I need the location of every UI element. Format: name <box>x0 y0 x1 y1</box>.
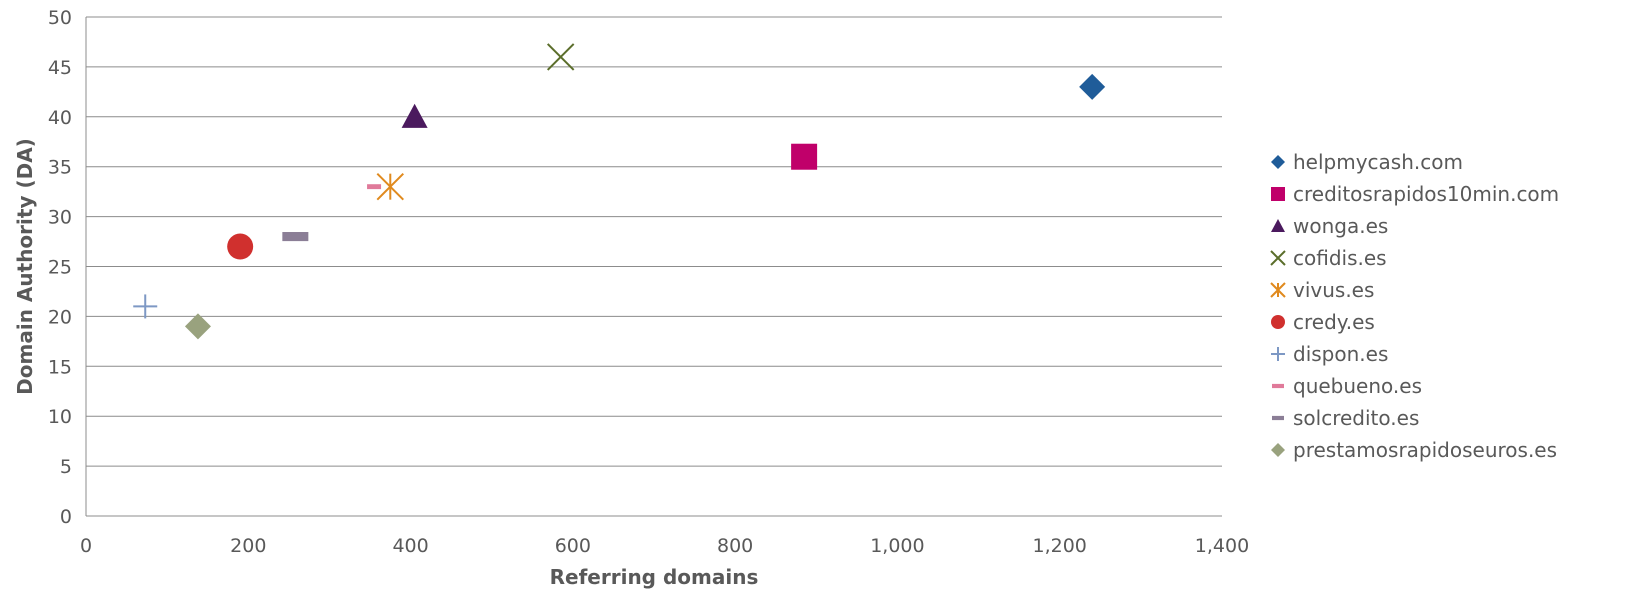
x-tick-label: 200 <box>230 535 266 557</box>
legend-label: quebueno.es <box>1293 374 1422 398</box>
legend-label: vivus.es <box>1293 278 1374 302</box>
y-tick-label: 0 <box>60 506 72 528</box>
legend-marker <box>1271 219 1285 232</box>
legend-item: helpmycash.com <box>1271 150 1463 174</box>
y-tick-label: 45 <box>48 57 72 79</box>
legend-marker <box>1271 315 1285 329</box>
legend-item: cofidis.es <box>1270 246 1387 270</box>
y-tick-label: 15 <box>48 356 72 378</box>
legend-label: solcredito.es <box>1293 406 1419 430</box>
legend-label: cofidis.es <box>1293 246 1387 270</box>
legend-marker <box>1272 415 1284 421</box>
x-tick-label: 800 <box>717 535 753 557</box>
legend-label: helpmycash.com <box>1293 150 1463 174</box>
legend-item: solcredito.es <box>1272 406 1419 430</box>
point-vivus-es <box>376 172 404 201</box>
x-tick-label: 1,400 <box>1195 535 1249 557</box>
legend-label: dispon.es <box>1293 342 1388 366</box>
y-axis-title: Domain Authority (DA) <box>13 138 37 395</box>
legend-item: prestamosrapidoseuros.es <box>1271 438 1557 462</box>
x-tick-label: 600 <box>555 535 591 557</box>
x-tick-label: 1,200 <box>1033 535 1087 557</box>
x-axis-title: Referring domains <box>550 565 759 589</box>
point-prestamosrapidoseuros-es <box>184 313 211 340</box>
point-dispon-es <box>133 294 158 319</box>
y-tick-label: 35 <box>48 157 72 179</box>
y-tick-label: 5 <box>60 456 72 478</box>
point-helpmycash-com <box>1079 73 1106 100</box>
legend-label: credy.es <box>1293 310 1375 334</box>
x-axis-ticks: 0 200 400 600 800 1,000 1,200 1,400 <box>80 535 1249 557</box>
point-creditosrapidos10min-com <box>791 143 818 170</box>
point-solcredito-es <box>282 232 309 242</box>
y-tick-label: 25 <box>48 257 72 279</box>
legend: helpmycash.com creditosrapidos10min.com wo… <box>1270 150 1559 462</box>
y-axis-ticks: 0 5 10 15 20 25 30 35 40 45 50 <box>48 7 72 528</box>
y-tick-label: 20 <box>48 306 72 328</box>
legend-label: prestamosrapidoseuros.es <box>1293 438 1557 462</box>
legend-marker <box>1271 443 1285 457</box>
legend-label: creditosrapidos10min.com <box>1293 182 1559 206</box>
legend-marker <box>1272 383 1284 389</box>
x-tick-label: 1,000 <box>870 535 924 557</box>
legend-marker <box>1270 250 1286 266</box>
legend-marker <box>1271 187 1285 201</box>
x-tick-label: 400 <box>392 535 428 557</box>
point-cofidis-es <box>546 43 575 71</box>
legend-item: quebueno.es <box>1272 374 1422 398</box>
legend-item: credy.es <box>1271 310 1375 334</box>
point-wonga-es <box>401 103 428 128</box>
y-tick-label: 50 <box>48 7 72 29</box>
y-tick-label: 10 <box>48 406 72 428</box>
legend-item: wonga.es <box>1271 214 1388 238</box>
y-tick-label: 40 <box>48 107 72 129</box>
legend-label: wonga.es <box>1293 214 1388 238</box>
legend-marker <box>1271 347 1285 361</box>
x-tick-label: 0 <box>80 535 92 557</box>
point-credy-es <box>227 233 254 260</box>
legend-item: vivus.es <box>1270 278 1374 302</box>
point-quebueno-es <box>367 184 382 190</box>
legend-item: dispon.es <box>1271 342 1388 366</box>
legend-marker <box>1271 155 1285 169</box>
legend-marker <box>1270 282 1286 298</box>
y-tick-label: 30 <box>48 207 72 229</box>
data-points <box>133 43 1106 340</box>
legend-item: creditosrapidos10min.com <box>1271 182 1559 206</box>
gridlines <box>85 16 1222 517</box>
